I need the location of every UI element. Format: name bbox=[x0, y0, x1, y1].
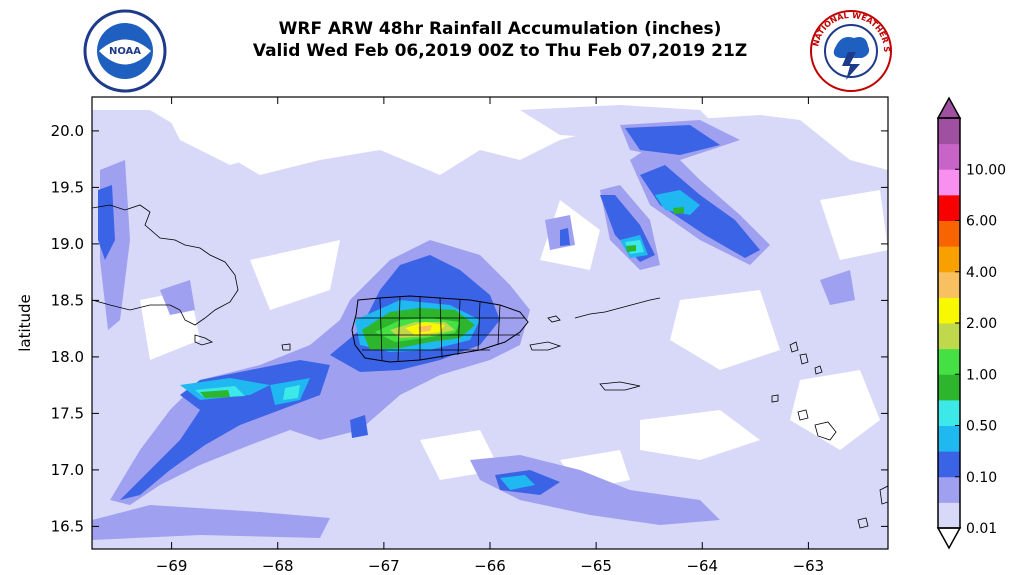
colorbar-swatch bbox=[938, 348, 960, 375]
y-tick-label: 16.5 bbox=[51, 517, 84, 535]
rain-level-heavy bbox=[200, 207, 684, 398]
y-tick-label: 20.0 bbox=[51, 122, 84, 140]
colorbar-swatch bbox=[938, 297, 960, 324]
colorbar-label: 0.50 bbox=[966, 419, 997, 435]
colorbar-swatch bbox=[938, 271, 960, 298]
colorbar-swatch bbox=[938, 169, 960, 196]
y-tick-label: 17.5 bbox=[51, 404, 84, 422]
colorbar-swatch bbox=[938, 425, 960, 452]
colorbar-label: 0.10 bbox=[966, 470, 997, 486]
y-tick-label: 18.5 bbox=[51, 291, 84, 309]
colorbar-swatch bbox=[938, 502, 960, 529]
y-tick-label: 18.0 bbox=[51, 348, 84, 366]
rainfall-field bbox=[92, 97, 888, 549]
dry-areas bbox=[140, 100, 888, 490]
map-title: WRF ARW 48hr Rainfall Accumulation (inch… bbox=[190, 18, 810, 62]
colorbar-label: 10.00 bbox=[966, 162, 1006, 178]
colorbar-max-arrow bbox=[936, 96, 962, 119]
colorbar-min-arrow bbox=[936, 527, 962, 550]
colorbar-swatch bbox=[938, 374, 960, 401]
colorbar-swatch bbox=[938, 143, 960, 170]
title-line-2: Valid Wed Feb 06,2019 00Z to Thu Feb 07,… bbox=[252, 41, 748, 61]
x-tick-label: −63 bbox=[793, 557, 825, 575]
colorbar: 0.01 0.10 0.50 1.00 2.00 4.00 6.00 10.00 bbox=[936, 96, 1006, 550]
x-tick-label: −67 bbox=[368, 557, 400, 575]
colorbar-swatch bbox=[938, 220, 960, 247]
y-tick-label: 19.5 bbox=[51, 178, 84, 196]
colorbar-swatch bbox=[938, 194, 960, 221]
x-tick-label: −65 bbox=[580, 557, 612, 575]
colorbar-swatch bbox=[938, 451, 960, 478]
x-tick-label: −68 bbox=[262, 557, 294, 575]
colorbar-swatch bbox=[938, 476, 960, 503]
x-tick-label: −66 bbox=[474, 557, 506, 575]
noaa-logo: NOAA bbox=[83, 9, 167, 93]
colorbar-label: 6.00 bbox=[966, 214, 997, 230]
noaa-logo-text: NOAA bbox=[109, 46, 141, 57]
y-axis-label: latitude bbox=[16, 294, 34, 352]
nws-logo: NATIONAL WEATHER SERVICE bbox=[808, 8, 892, 92]
map-axes: −69 −68 −67 −66 −65 −64 −63 16.5 17.0 17.5 18.0 18.… bbox=[51, 97, 888, 575]
colorbar-swatch bbox=[938, 323, 960, 350]
x-tick-label: −64 bbox=[686, 557, 718, 575]
colorbar-label: 1.00 bbox=[966, 367, 997, 383]
coastlines bbox=[92, 204, 888, 529]
title-line-1: WRF ARW 48hr Rainfall Accumulation (inch… bbox=[278, 19, 722, 39]
colorbar-swatch bbox=[938, 246, 960, 273]
colorbar-label: 2.00 bbox=[966, 316, 997, 332]
colorbar-label: 4.00 bbox=[966, 265, 997, 281]
colorbar-label: 0.01 bbox=[966, 521, 997, 537]
x-tick-label: −69 bbox=[156, 557, 188, 575]
colorbar-swatch bbox=[938, 399, 960, 426]
y-tick-label: 19.0 bbox=[51, 235, 84, 253]
colorbar-swatch bbox=[938, 118, 960, 145]
y-tick-label: 17.0 bbox=[51, 461, 84, 479]
